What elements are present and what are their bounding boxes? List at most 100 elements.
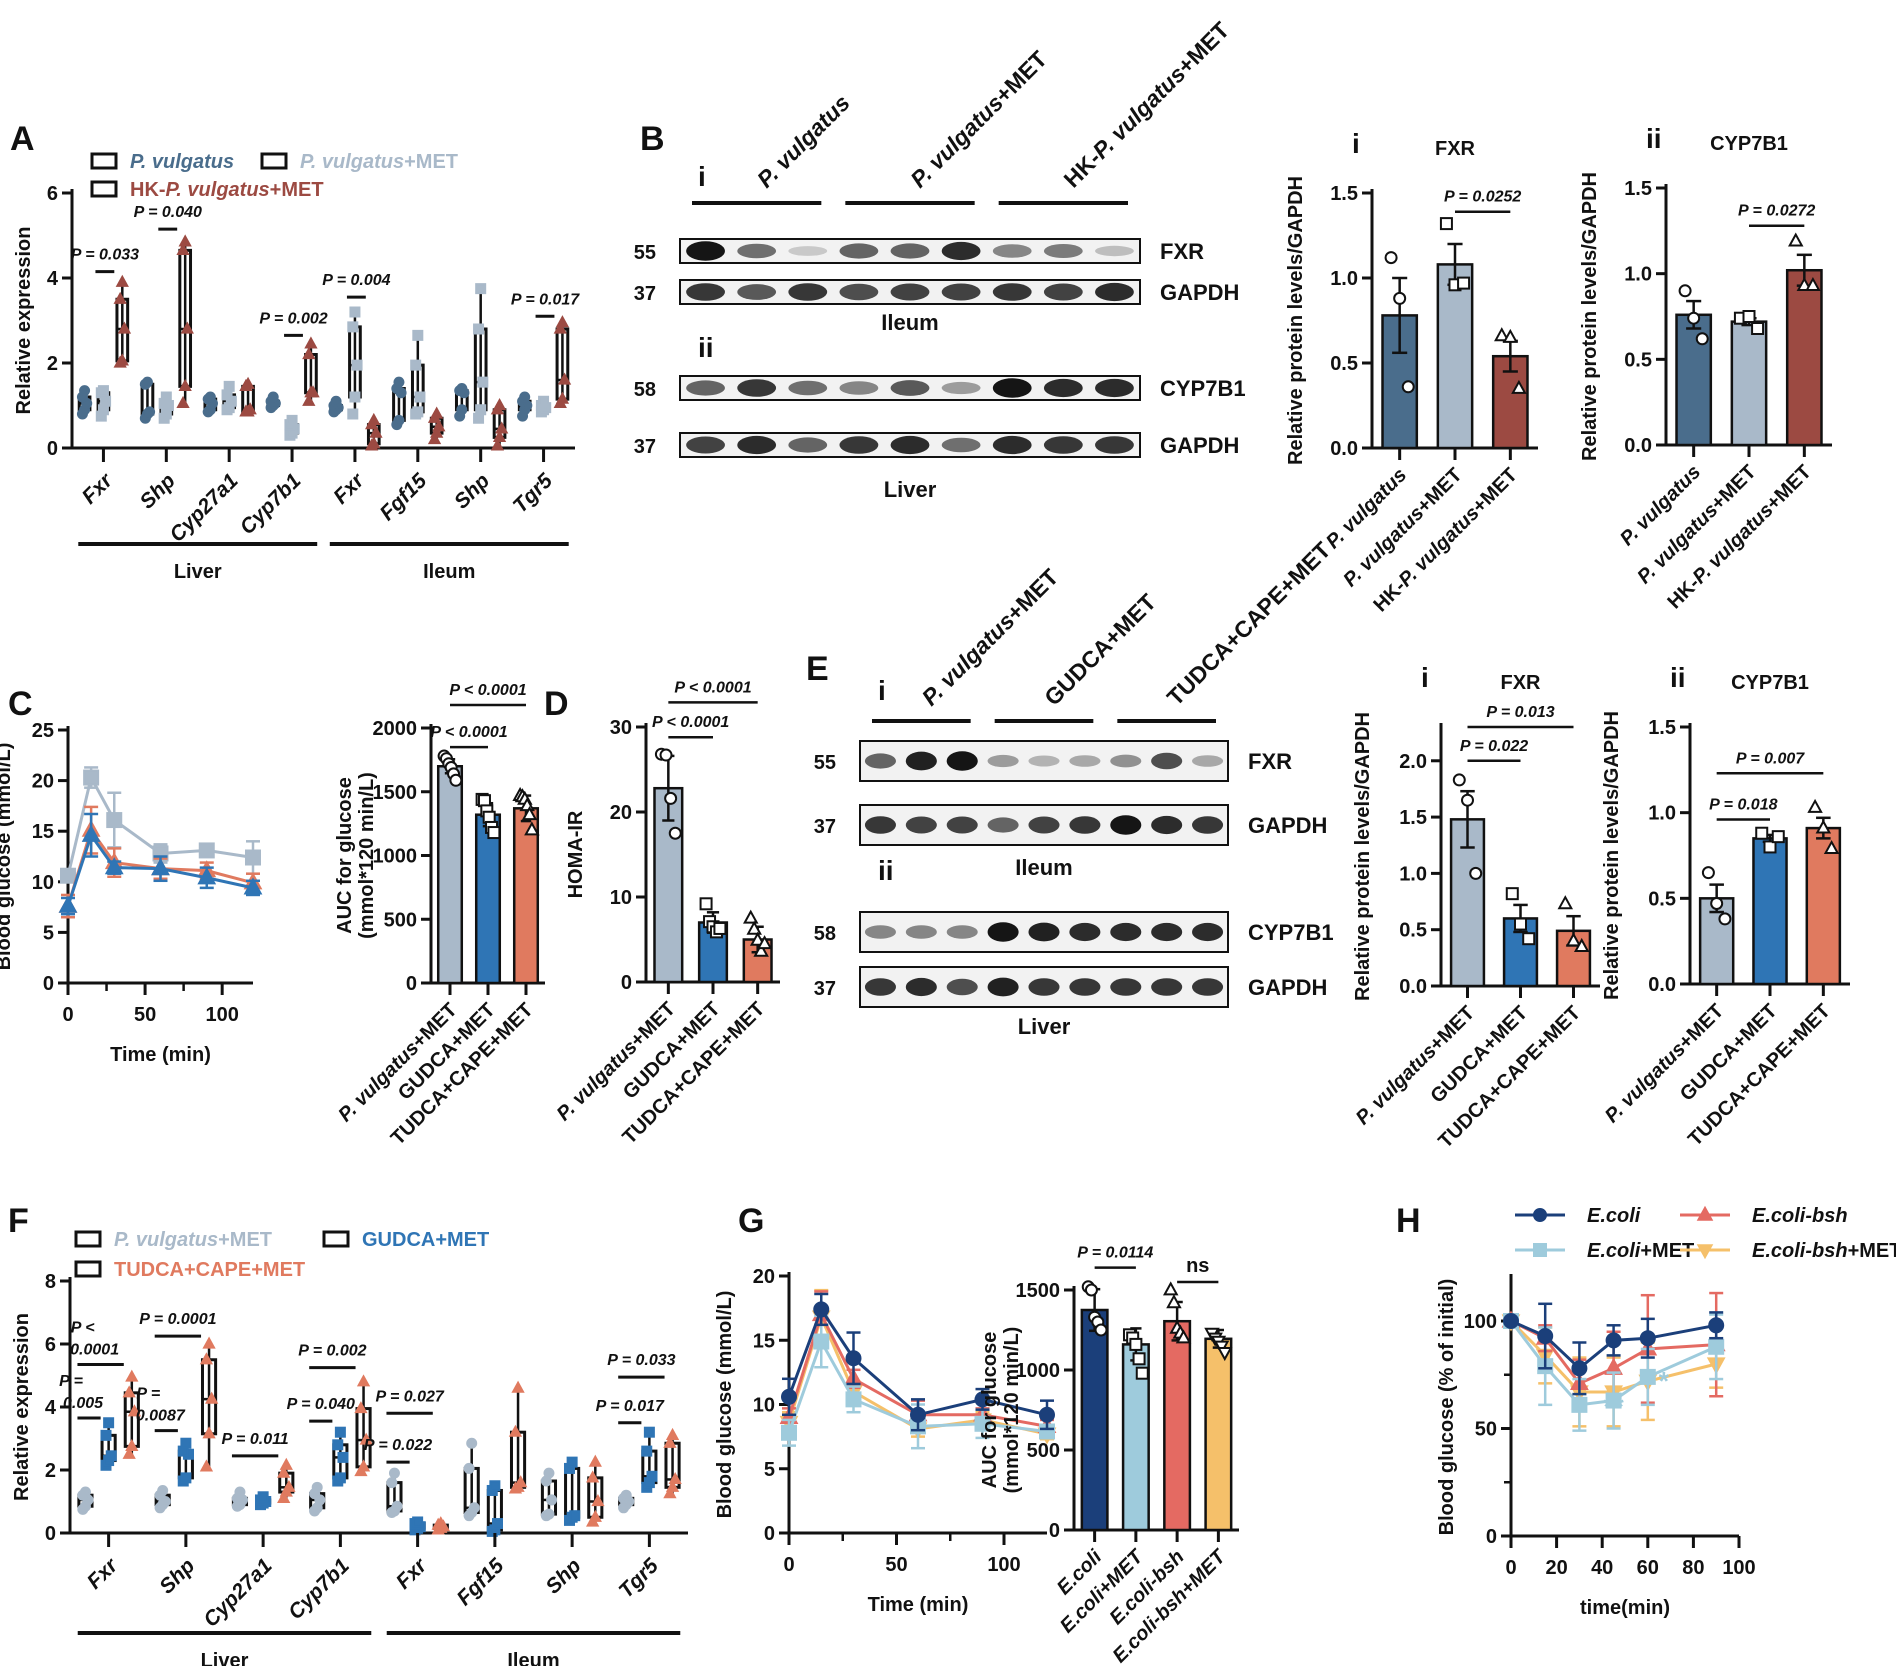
legend-marker bbox=[1533, 1243, 1547, 1257]
data-point bbox=[588, 1509, 602, 1522]
protein-band bbox=[864, 925, 896, 939]
data-point bbox=[282, 1479, 296, 1492]
p-value-label: P < 0.0001 bbox=[449, 682, 526, 699]
y-tick-label: 2 bbox=[45, 1460, 56, 1482]
y-axis-title: (mmol*120 min/L) bbox=[356, 772, 378, 939]
y-tick-label: 0.5 bbox=[1648, 888, 1676, 910]
data-point bbox=[743, 909, 759, 924]
chart-title: FXR bbox=[1501, 672, 1542, 694]
protein-band bbox=[788, 380, 828, 396]
data-point bbox=[115, 353, 129, 366]
tissue-group-label: Ileum bbox=[423, 561, 475, 583]
data-point bbox=[349, 391, 361, 403]
y-axis-title: Blood glucose (% of initial) bbox=[1436, 1279, 1458, 1536]
data-point bbox=[180, 321, 194, 334]
protein-band bbox=[1043, 244, 1083, 258]
protein-band bbox=[941, 381, 981, 395]
x-tick-label: Cyp27a1 bbox=[165, 469, 242, 546]
protein-band bbox=[946, 925, 978, 939]
data-point bbox=[279, 1457, 293, 1470]
protein-band bbox=[788, 283, 828, 301]
y-tick-label: 50 bbox=[1475, 1419, 1497, 1441]
x-tick-label: 100 bbox=[987, 1554, 1020, 1576]
protein-band bbox=[1151, 752, 1183, 770]
data-point bbox=[199, 1459, 214, 1472]
x-tick-label: Shp bbox=[155, 1554, 199, 1598]
data-point bbox=[1537, 1328, 1554, 1345]
chart-E-i: 0.00.51.01.52.0P. vulgatus+METGUDCA+METT… bbox=[1352, 662, 1600, 1153]
p-value-label: P = bbox=[136, 1386, 160, 1403]
data-point bbox=[304, 336, 318, 349]
data-point bbox=[180, 1472, 192, 1484]
data-point bbox=[1452, 773, 1466, 787]
protein-band bbox=[890, 283, 930, 301]
bar bbox=[1436, 263, 1474, 450]
protein-band bbox=[788, 437, 828, 453]
protein-band bbox=[890, 243, 930, 259]
data-point bbox=[197, 867, 217, 885]
series-line bbox=[787, 1310, 1048, 1428]
protein-label: GAPDH bbox=[1248, 813, 1327, 838]
data-point bbox=[311, 1481, 323, 1493]
p-value-label: P = 0.017 bbox=[511, 291, 580, 308]
protein-band bbox=[992, 435, 1032, 455]
series-line bbox=[787, 1337, 1048, 1434]
panel-label-F: F bbox=[8, 1202, 29, 1240]
protein-band bbox=[905, 925, 937, 939]
bar bbox=[1785, 268, 1823, 447]
data-point bbox=[566, 1456, 578, 1468]
data-point bbox=[178, 378, 192, 391]
data-point bbox=[659, 748, 673, 762]
data-point bbox=[477, 376, 489, 388]
data-point bbox=[668, 1471, 682, 1485]
protein-band bbox=[941, 241, 981, 261]
data-point bbox=[127, 1404, 142, 1417]
data-point bbox=[302, 347, 316, 360]
data-point bbox=[160, 391, 172, 403]
data-point bbox=[432, 419, 446, 432]
x-tick-label: Shp bbox=[450, 469, 494, 513]
y-tick-label: 2000 bbox=[373, 718, 418, 740]
data-point bbox=[845, 1350, 862, 1367]
protein-band bbox=[905, 816, 937, 834]
protein-band bbox=[1028, 922, 1060, 942]
x-tick-label: 60 bbox=[1637, 1557, 1659, 1579]
data-point bbox=[412, 329, 424, 341]
data-point bbox=[176, 242, 190, 255]
protein-band bbox=[864, 978, 896, 996]
data-point bbox=[553, 321, 567, 334]
data-point bbox=[1557, 895, 1574, 910]
data-point bbox=[749, 931, 766, 946]
legend-swatch bbox=[322, 1230, 350, 1248]
significance-star: * bbox=[1659, 1366, 1670, 1396]
data-point bbox=[1502, 328, 1519, 343]
legend-swatch bbox=[74, 1260, 102, 1278]
panel-label-A: A bbox=[10, 120, 35, 158]
p-value-label: P = 0.004 bbox=[322, 272, 390, 289]
data-point bbox=[1742, 310, 1756, 323]
data-point bbox=[1701, 866, 1715, 880]
data-point bbox=[1571, 1360, 1588, 1377]
data-point bbox=[234, 1486, 246, 1498]
y-tick-label: 1.5 bbox=[1399, 807, 1427, 829]
data-point bbox=[393, 414, 405, 426]
panel-label-E: E bbox=[806, 650, 829, 688]
protein-band bbox=[1151, 978, 1183, 996]
legend-label: P. vulgatus+MET bbox=[300, 151, 458, 173]
ns-label: ns bbox=[1186, 1255, 1209, 1277]
y-tick-label: 0 bbox=[45, 1523, 56, 1545]
y-tick-label: 0.0 bbox=[1399, 976, 1427, 998]
data-point bbox=[1573, 937, 1590, 952]
legend-marker bbox=[1533, 1208, 1547, 1222]
y-tick-label: 0.0 bbox=[1330, 438, 1358, 460]
y-tick-label: 8 bbox=[45, 1271, 56, 1293]
data-point bbox=[555, 391, 570, 404]
protein-band bbox=[1069, 755, 1101, 767]
data-point bbox=[1514, 917, 1527, 931]
protein-band bbox=[992, 378, 1032, 398]
legend-label: GUDCA+MET bbox=[362, 1229, 489, 1251]
data-point bbox=[337, 1451, 349, 1463]
